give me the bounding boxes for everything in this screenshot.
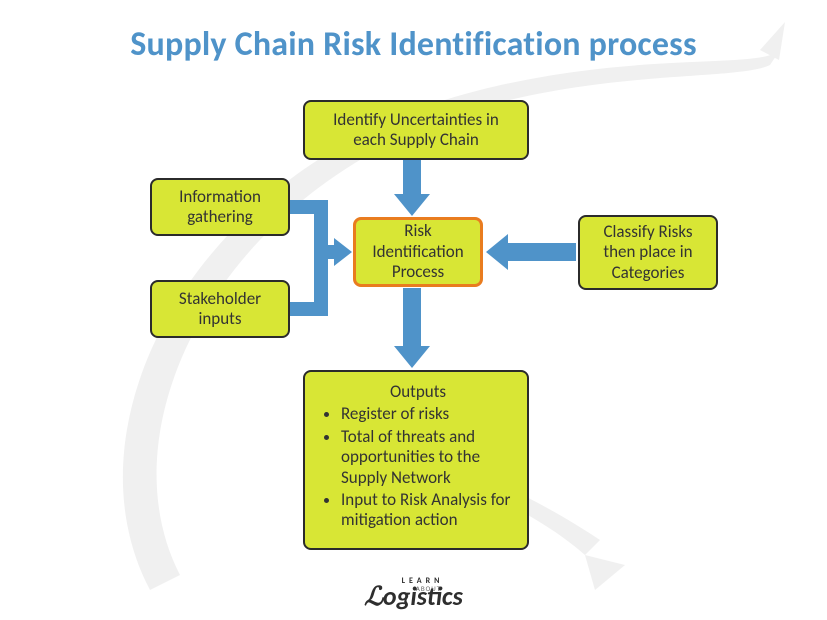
logo-word: ℒogistics bbox=[364, 580, 463, 612]
outputs-item: Register of risks bbox=[341, 404, 513, 424]
node-identify-uncertainties: Identify Uncertainties in each Supply Ch… bbox=[303, 100, 529, 160]
node-classify-risks-label: Classify Risks then place in Categories bbox=[590, 222, 706, 283]
node-information-gathering: Information gathering bbox=[150, 178, 290, 236]
title-text: Supply Chain Risk Identification process bbox=[130, 24, 696, 65]
node-outputs: Outputs Register of risks Total of threa… bbox=[303, 370, 529, 550]
node-stakeholder-inputs-label: Stakeholder inputs bbox=[162, 289, 278, 330]
page-title: Supply Chain Risk Identification process bbox=[0, 24, 827, 65]
node-identify-uncertainties-label: Identify Uncertainties in each Supply Ch… bbox=[315, 110, 517, 151]
outputs-item: Input to Risk Analysis for mitigation ac… bbox=[341, 490, 513, 531]
node-classify-risks: Classify Risks then place in Categories bbox=[578, 215, 718, 290]
node-information-gathering-label: Information gathering bbox=[162, 187, 278, 228]
outputs-title: Outputs bbox=[323, 382, 513, 402]
outputs-list: Register of risks Total of threats and o… bbox=[323, 404, 513, 532]
node-center-label: Risk Identification Process bbox=[366, 221, 470, 282]
brand-logo: LEARN ABOUT ℒogistics bbox=[0, 577, 827, 610]
node-risk-identification-process: Risk Identification Process bbox=[353, 217, 483, 287]
outputs-item: Total of threats and opportunities to th… bbox=[341, 427, 513, 488]
node-stakeholder-inputs: Stakeholder inputs bbox=[150, 280, 290, 338]
